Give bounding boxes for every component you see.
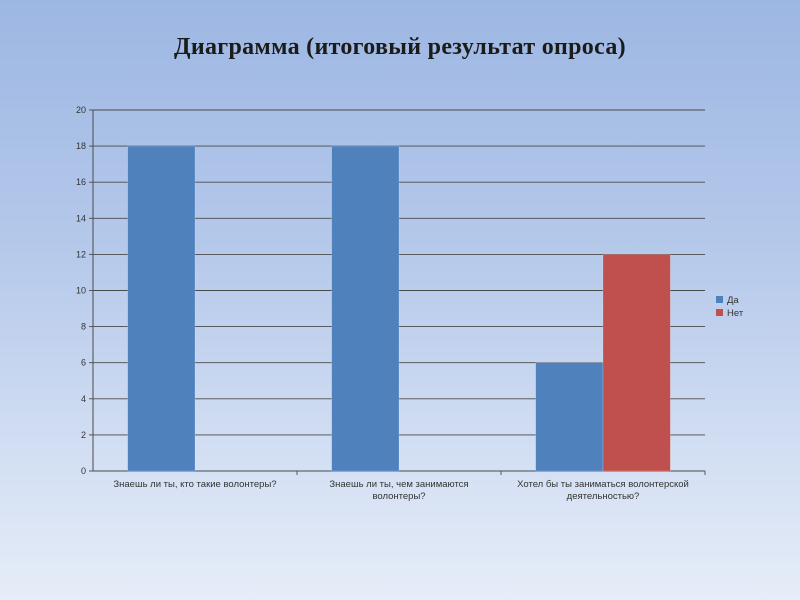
- legend-label: Да: [727, 295, 739, 306]
- bar: [602, 254, 671, 472]
- legend-swatch: [716, 309, 723, 316]
- y-tick-label: 16: [76, 177, 86, 187]
- x-category-label: Хотел бы ты заниматься волонтерской: [517, 479, 689, 490]
- y-tick-label: 2: [81, 430, 86, 440]
- legend-label: Нет: [727, 308, 744, 319]
- y-tick-label: 10: [76, 286, 86, 296]
- x-category-label: Знаешь ли ты, чем занимаются: [329, 479, 468, 490]
- y-tick-label: 6: [81, 358, 86, 368]
- y-tick-label: 18: [76, 141, 86, 151]
- x-category-label: Знаешь ли ты, кто такие волонтеры?: [113, 479, 276, 490]
- x-category-label: деятельностью?: [567, 491, 640, 502]
- legend-swatch: [716, 296, 723, 303]
- x-category-label: волонтеры?: [372, 491, 425, 502]
- y-tick-label: 20: [76, 105, 86, 115]
- y-tick-label: 12: [76, 249, 86, 259]
- bar: [127, 145, 196, 472]
- y-tick-label: 4: [81, 394, 86, 404]
- y-tick-label: 0: [81, 466, 86, 476]
- y-tick-label: 14: [76, 213, 86, 223]
- slide-title: Диаграмма (итоговый результат опроса): [174, 34, 626, 60]
- y-tick-label: 8: [81, 322, 86, 332]
- bar: [535, 362, 604, 472]
- bar: [331, 145, 400, 472]
